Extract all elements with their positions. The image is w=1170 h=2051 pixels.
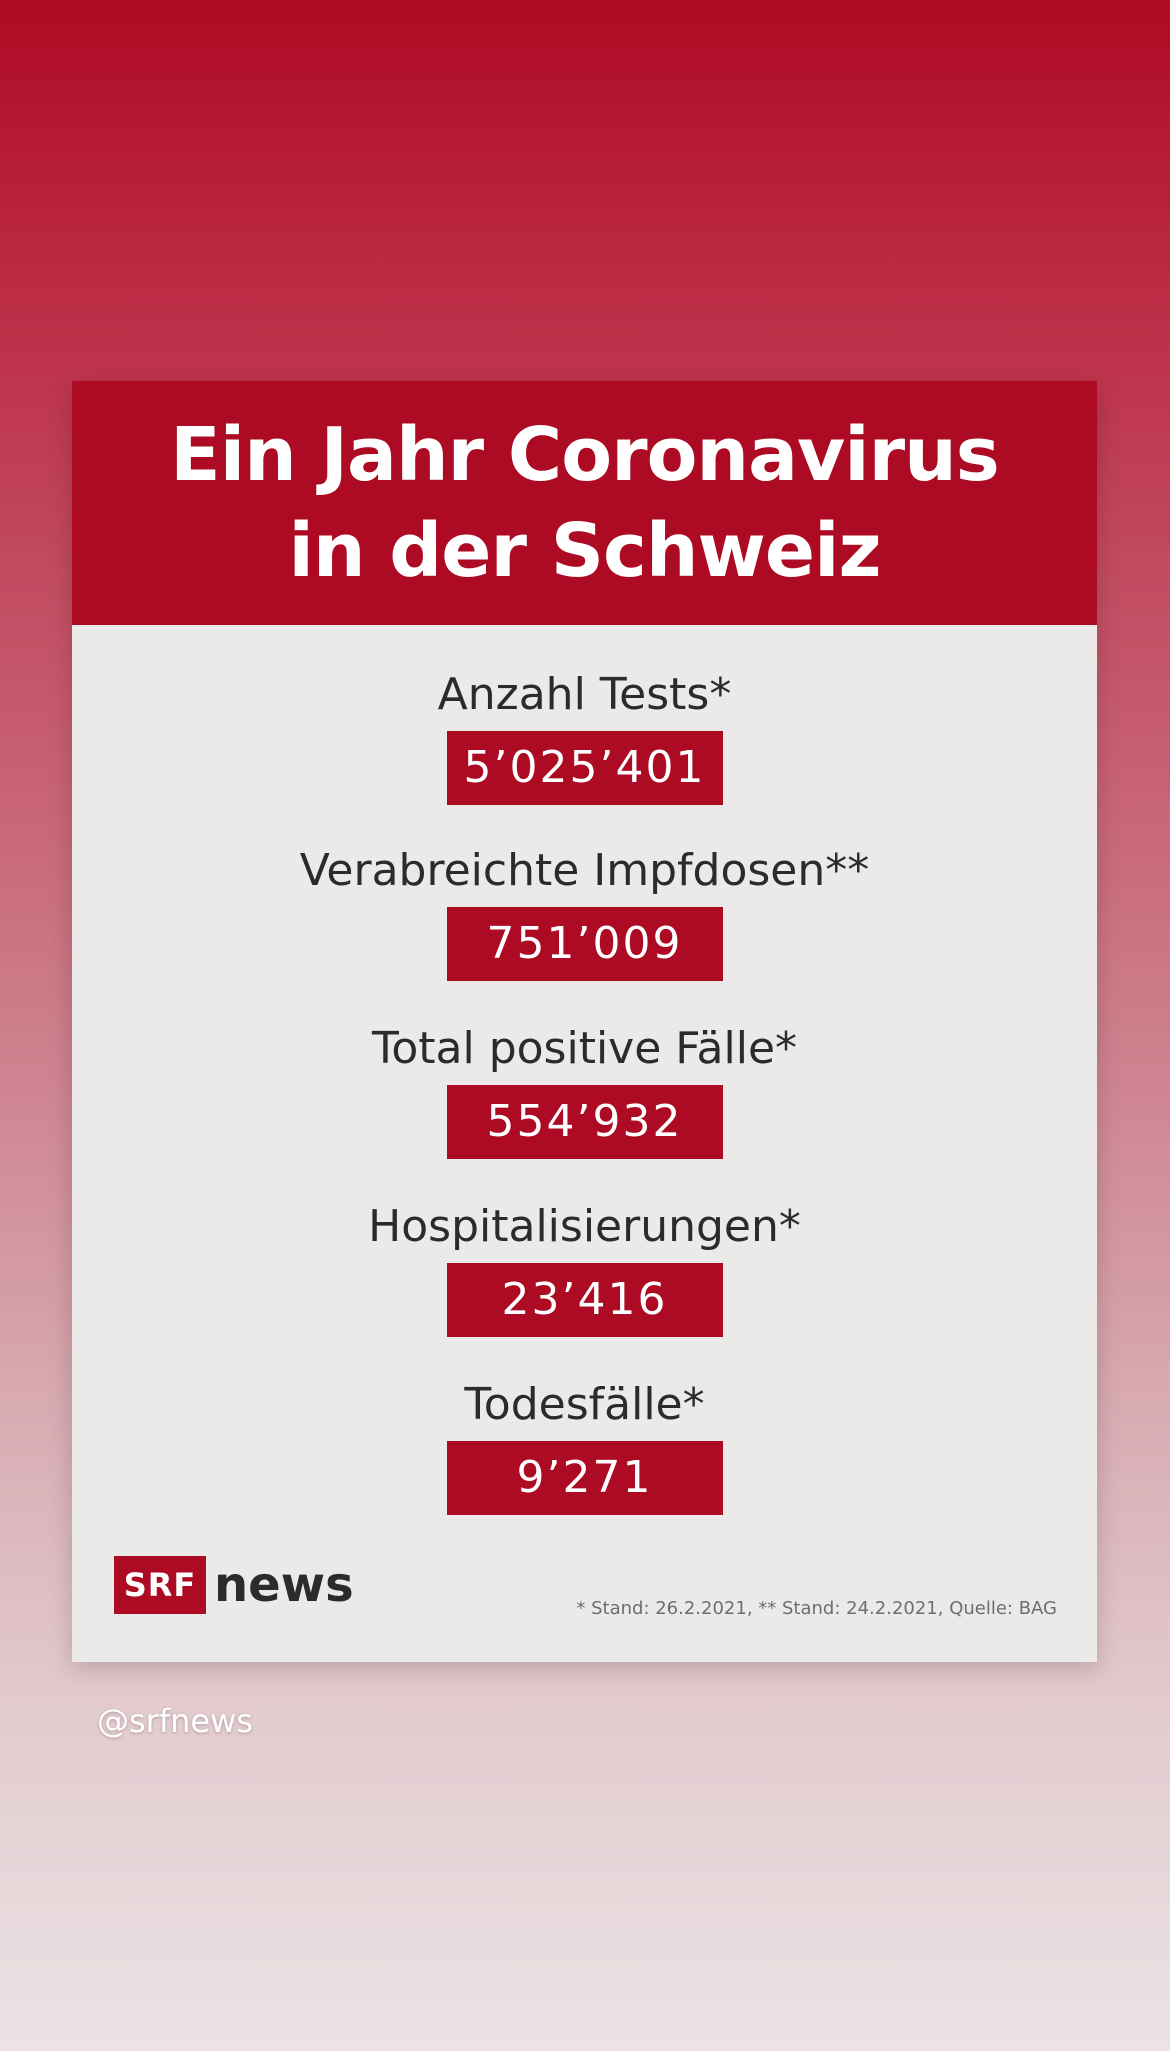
stat-deaths: Todesfälle* 9’271 — [72, 1377, 1097, 1515]
source-footnote: * Stand: 26.2.2021, ** Stand: 24.2.2021,… — [576, 1598, 1057, 1619]
stat-hospitalisations: Hospitalisierungen* 23’416 — [72, 1199, 1097, 1337]
srf-news-logo: SRF news — [114, 1556, 354, 1614]
stat-tests: Anzahl Tests* 5’025’401 — [72, 667, 1097, 805]
stat-label: Todesfälle* — [464, 1379, 705, 1430]
stat-value: 9’271 — [446, 1441, 723, 1515]
stat-label: Anzahl Tests* — [437, 669, 732, 720]
srf-logo-box: SRF — [114, 1556, 206, 1614]
infographic-card: Ein Jahr Coronavirus in der Schweiz Anza… — [72, 381, 1097, 1662]
title-line-1: Ein Jahr Coronavirus — [170, 412, 1000, 498]
title-line-2: in der Schweiz — [288, 508, 881, 594]
stat-value: 554’932 — [446, 1085, 723, 1159]
stat-value: 751’009 — [446, 907, 723, 981]
stat-value: 23’416 — [446, 1263, 723, 1337]
stat-label: Total positive Fälle* — [371, 1023, 798, 1074]
mention-sticker[interactable]: @srfnews — [97, 1702, 253, 1740]
news-logo-word: news — [214, 1557, 354, 1613]
stat-positive-cases: Total positive Fälle* 554’932 — [72, 1021, 1097, 1159]
stat-value: 5’025’401 — [446, 731, 723, 805]
card-header: Ein Jahr Coronavirus in der Schweiz — [72, 381, 1097, 625]
stat-vaccine-doses: Verabreichte Impfdosen** 751’009 — [72, 843, 1097, 981]
stat-label: Hospitalisierungen* — [368, 1201, 801, 1252]
stat-label: Verabreichte Impfdosen** — [299, 845, 870, 896]
